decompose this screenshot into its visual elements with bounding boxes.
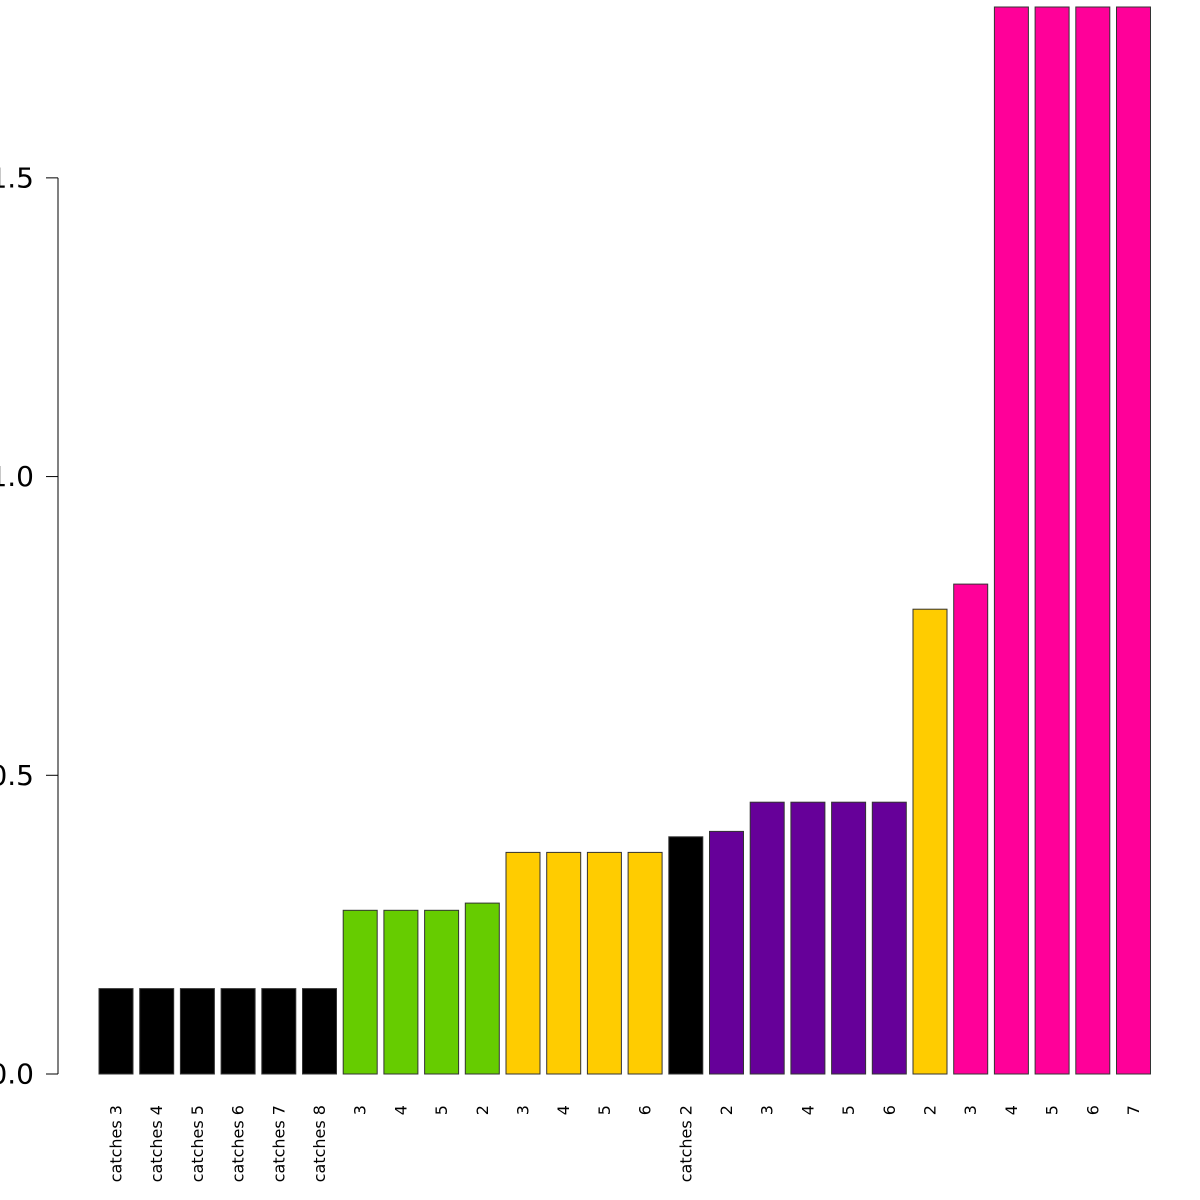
bar xyxy=(831,801,867,1075)
bar xyxy=(179,988,215,1075)
bar xyxy=(546,851,582,1075)
x-tick-label: 4 xyxy=(391,1105,410,1115)
x-tick-label: 6 xyxy=(880,1105,899,1115)
bar xyxy=(464,902,500,1075)
x-tick-label: catches 2 xyxy=(676,1105,695,1182)
y-tick-label: 0.0 xyxy=(0,1058,34,1091)
bar xyxy=(871,801,907,1075)
y-tick-label: 0.5 xyxy=(0,759,34,792)
x-tick-label: catches 3 xyxy=(107,1105,126,1182)
bar xyxy=(790,801,826,1075)
x-tick-label: catches 8 xyxy=(310,1105,329,1182)
x-tick-label: 4 xyxy=(798,1105,817,1115)
bar xyxy=(709,830,744,1075)
bar xyxy=(505,851,541,1075)
bar xyxy=(98,988,134,1075)
bar xyxy=(749,801,785,1075)
x-tick-label: catches 4 xyxy=(147,1105,166,1182)
x-tick-label: 3 xyxy=(351,1105,370,1115)
bar xyxy=(1034,6,1070,1075)
x-tick-label: 2 xyxy=(717,1105,736,1115)
x-tick-label: 4 xyxy=(1002,1105,1021,1115)
bar xyxy=(261,988,297,1075)
bar xyxy=(302,988,337,1075)
bar xyxy=(1075,6,1111,1075)
x-tick-labels: catches 3 catches 4 catches 5 catches 6 catc… xyxy=(107,1105,1144,1182)
bar xyxy=(953,583,989,1075)
y-axis: 0.0 0.5 1.0 1.5 xyxy=(0,161,59,1091)
x-tick-label: 2 xyxy=(921,1105,940,1115)
bar xyxy=(586,851,622,1075)
bar xyxy=(139,988,175,1075)
bar xyxy=(342,909,378,1075)
bar xyxy=(627,851,663,1075)
x-tick-label: 7 xyxy=(1124,1105,1143,1115)
x-tick-label: 5 xyxy=(1043,1105,1062,1115)
x-tick-label: catches 5 xyxy=(188,1105,207,1182)
bar xyxy=(424,909,460,1075)
x-tick-label: 5 xyxy=(432,1105,451,1115)
x-tick-label: 4 xyxy=(554,1105,573,1115)
y-tick-label: 1.0 xyxy=(0,460,34,493)
bar xyxy=(220,988,256,1075)
x-tick-label: catches 7 xyxy=(269,1105,288,1182)
bar xyxy=(993,6,1029,1075)
x-tick-label: 2 xyxy=(473,1105,492,1115)
bar xyxy=(383,909,419,1075)
bar xyxy=(1116,6,1151,1075)
x-tick-label: 3 xyxy=(961,1105,980,1115)
x-tick-label: 5 xyxy=(839,1105,858,1115)
x-tick-label: 6 xyxy=(1083,1105,1102,1115)
x-tick-label: 3 xyxy=(514,1105,533,1115)
y-tick-label: 1.5 xyxy=(0,161,34,194)
x-tick-label: 5 xyxy=(595,1105,614,1115)
bar xyxy=(668,836,704,1075)
bar xyxy=(912,608,948,1075)
x-tick-label: catches 6 xyxy=(229,1105,248,1182)
x-tick-label: 6 xyxy=(636,1105,655,1115)
bars xyxy=(98,6,1151,1075)
x-tick-label: 3 xyxy=(758,1105,777,1115)
